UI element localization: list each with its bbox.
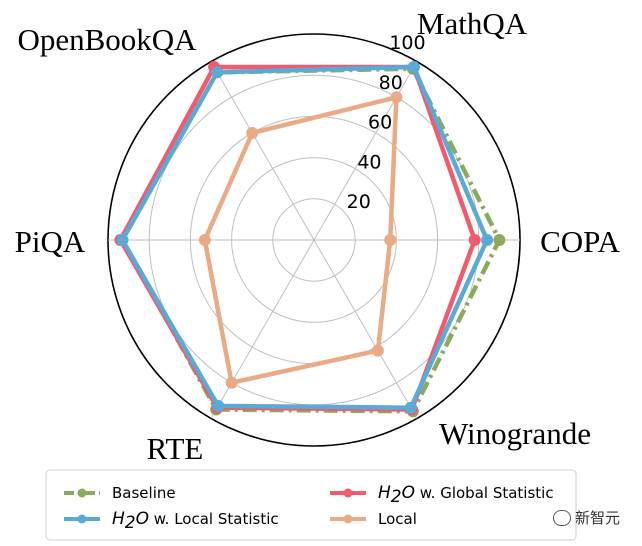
radial-tick-labels: 20 40 60 80 100 bbox=[347, 32, 426, 213]
legend-marker-3 bbox=[77, 514, 87, 524]
legend-marker-2 bbox=[343, 488, 353, 498]
legend-label-3: H2O w. Local Statistic bbox=[112, 509, 279, 533]
series-line-2 bbox=[118, 64, 477, 412]
point-4-openbookqa bbox=[246, 126, 259, 139]
legend-marker-1 bbox=[77, 488, 87, 498]
point-4-mathqa bbox=[390, 91, 403, 104]
point-4-piqa bbox=[198, 234, 211, 246]
point-3-copa bbox=[481, 234, 494, 246]
point-2-copa bbox=[468, 234, 481, 246]
tick-label-60: 60 bbox=[368, 112, 392, 134]
series-4 bbox=[198, 91, 403, 389]
series-3 bbox=[116, 60, 494, 414]
legend-box bbox=[45, 469, 577, 541]
watermark: 新智元 bbox=[552, 507, 620, 528]
axis-label-mathqa: MathQA bbox=[417, 6, 528, 41]
point-4-winogrande bbox=[371, 344, 384, 357]
point-3-piqa bbox=[116, 234, 129, 246]
wechat-icon bbox=[552, 509, 571, 526]
spoke-winogrande bbox=[313, 239, 418, 419]
point-3-openbookqa bbox=[211, 66, 224, 79]
point-4-rte bbox=[225, 376, 238, 389]
legend-entry-4: Local bbox=[330, 510, 417, 528]
tick-label-40: 40 bbox=[357, 151, 381, 173]
point-3-mathqa bbox=[407, 60, 420, 73]
legend-entry-1: Baseline bbox=[64, 484, 176, 502]
tick-label-20: 20 bbox=[347, 191, 371, 213]
spoke-mathqa bbox=[313, 61, 418, 241]
legend-entry-3: H2O w. Local Statistic bbox=[64, 509, 279, 533]
tick-label-100: 100 bbox=[389, 32, 425, 54]
legend-label-2: H2O w. Global Statistic bbox=[378, 483, 554, 507]
axis-label-copa: COPA bbox=[540, 224, 620, 259]
point-1-copa bbox=[493, 234, 506, 246]
legend-marker-4 bbox=[343, 514, 353, 524]
axis-label-rte: RTE bbox=[147, 431, 204, 466]
spoke-rte bbox=[210, 239, 315, 419]
axis-label-openbookqa: OpenBookQA bbox=[17, 22, 197, 57]
point-3-winogrande bbox=[404, 401, 417, 414]
axis-label-piqa: PiQA bbox=[15, 224, 86, 259]
watermark-text: 新智元 bbox=[574, 509, 620, 527]
axis-labels: MathQA COPA Winogrande RTE PiQA OpenBookQA bbox=[15, 6, 621, 466]
legend-entry-2: H2O w. Global Statistic bbox=[330, 483, 554, 507]
legend-label-1: Baseline bbox=[112, 484, 176, 502]
legend: Baseline H2O w. Global Statistic H2O w. Lo… bbox=[45, 469, 577, 541]
legend-label-4: Local bbox=[378, 510, 417, 528]
axis-label-winogrande: Winogrande bbox=[439, 416, 591, 451]
radar-series bbox=[114, 60, 506, 418]
point-3-rte bbox=[212, 399, 225, 412]
tick-label-80: 80 bbox=[379, 72, 403, 94]
point-4-copa bbox=[384, 234, 397, 246]
spoke-openbookqa bbox=[210, 61, 315, 241]
